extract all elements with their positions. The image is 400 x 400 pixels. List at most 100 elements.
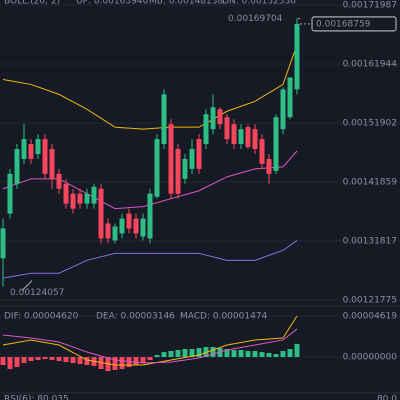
macd-bar xyxy=(231,350,237,358)
macd-bar xyxy=(224,349,230,358)
candle-body xyxy=(203,114,209,145)
candle-body xyxy=(259,139,265,164)
y-tick-label: 0.00171987 xyxy=(343,0,397,10)
candle-body xyxy=(161,94,167,145)
indicator-line xyxy=(2,240,298,279)
macd-bar xyxy=(259,352,265,358)
candle-body xyxy=(112,226,118,241)
candle-body xyxy=(168,124,174,194)
y-tick-label: 0.00141859 xyxy=(343,178,398,188)
macd-bar xyxy=(133,357,139,366)
candle-body xyxy=(14,149,20,184)
candle-body xyxy=(154,139,160,197)
macd-bar xyxy=(238,350,244,358)
macd-bar xyxy=(77,357,83,365)
candle-body xyxy=(35,139,41,154)
rsi-label: RSI(6): 80.035 xyxy=(4,395,69,400)
macd-bar xyxy=(245,350,251,358)
candle-body xyxy=(133,218,139,234)
candle-body xyxy=(189,149,195,169)
macd-bar xyxy=(35,357,41,361)
macd-bar xyxy=(175,350,181,358)
macd-bar xyxy=(56,357,62,362)
macd-bar xyxy=(112,357,118,370)
macd-bar xyxy=(217,348,223,358)
low-marker-line xyxy=(21,280,33,291)
candle-body xyxy=(210,107,216,130)
last-price-box xyxy=(311,16,397,32)
macd-bar xyxy=(280,350,286,358)
y-tick-label: 0.00161944 xyxy=(343,59,398,69)
candle-body xyxy=(0,228,6,259)
legend-entry: DN: 0.00132330 xyxy=(222,0,296,7)
candle-body xyxy=(252,129,258,150)
rsi-tick-label: 80.0 xyxy=(377,395,397,400)
candle-body xyxy=(175,149,181,194)
legend-entry: MACD: 0.00001474 xyxy=(180,312,268,322)
candle-body xyxy=(294,23,300,90)
candle-body xyxy=(21,139,27,159)
macd-bar xyxy=(294,343,300,358)
candle-body xyxy=(63,183,69,204)
candle-body xyxy=(98,188,104,239)
legend-entry: UP: 0.00163940 xyxy=(76,0,149,7)
macd-bar xyxy=(14,357,20,368)
macd-bar xyxy=(210,346,216,358)
candle-body xyxy=(280,89,286,130)
macd-bar xyxy=(161,352,167,358)
macd-bar xyxy=(266,353,272,358)
macd-bar xyxy=(42,357,48,360)
macd-bar xyxy=(140,357,146,364)
candle-body xyxy=(28,144,34,159)
macd-bar xyxy=(168,350,174,358)
low-marker-label: 0.00124057 xyxy=(10,288,64,298)
indicator-label: BOLL:(20, 2) xyxy=(4,0,60,7)
candle-body xyxy=(245,127,251,148)
candle-body xyxy=(217,109,223,125)
macd-bar xyxy=(273,353,279,358)
y-tick-label: 0.00121775 xyxy=(343,296,397,306)
macd-bar xyxy=(21,357,27,364)
candle-body xyxy=(119,218,125,234)
legend-entry: MB: 0.00148138 xyxy=(149,0,224,7)
candle-body xyxy=(91,186,97,204)
macd-bar xyxy=(182,349,188,358)
macd-bar xyxy=(63,357,69,362)
candle-body xyxy=(49,149,55,179)
macd-bar xyxy=(196,348,202,358)
y-tick-label: 0.00000000 xyxy=(343,353,398,363)
macd-bar xyxy=(287,349,293,358)
candle-body xyxy=(140,218,146,237)
macd-bar xyxy=(252,350,258,358)
candle-body xyxy=(105,223,111,239)
macd-bar xyxy=(28,357,34,362)
indicator-line xyxy=(2,44,298,130)
candle-body xyxy=(273,117,279,171)
candle-body xyxy=(238,129,244,145)
y-tick-label: 0.00004619 xyxy=(343,312,398,322)
candle-body xyxy=(42,139,48,174)
candle-body xyxy=(7,173,13,214)
macd-bar xyxy=(147,357,153,361)
macd-bar xyxy=(49,357,55,361)
macd-bar xyxy=(0,357,6,366)
candle-body xyxy=(70,193,76,209)
macd-bar xyxy=(84,357,90,366)
legend-entry: DIF: 0.00004620 xyxy=(4,312,79,322)
candle-body xyxy=(77,193,83,204)
indicator-line xyxy=(2,150,298,210)
legend-entry: DEA: 0.00003146 xyxy=(96,312,175,322)
indicator-line xyxy=(2,328,298,364)
last-price-label: 0.00168759 xyxy=(316,19,371,29)
macd-bar xyxy=(119,357,125,370)
candle-body xyxy=(231,124,237,145)
candle-body xyxy=(266,158,272,174)
macd-bar xyxy=(154,354,160,358)
macd-bar xyxy=(189,349,195,358)
macd-bar xyxy=(7,357,13,370)
y-tick-label: 0.00131817 xyxy=(343,237,397,247)
candle-body xyxy=(224,117,230,140)
candle-body xyxy=(196,139,202,169)
